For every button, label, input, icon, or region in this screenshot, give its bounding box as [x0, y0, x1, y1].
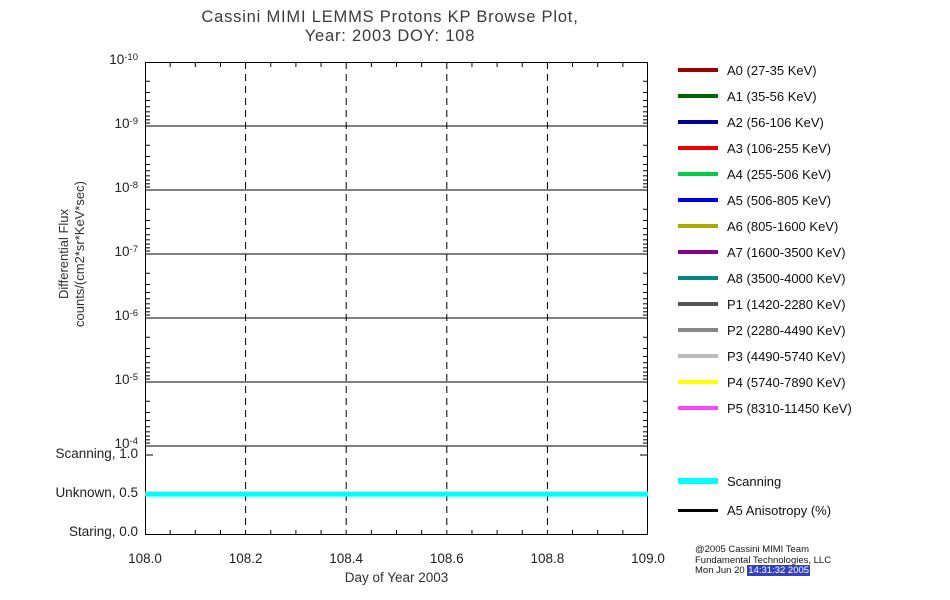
y-tick-label: 10-10	[80, 52, 138, 67]
y-tick-label: 10-5	[80, 372, 138, 387]
legend-item-anisotropy: A5 Anisotropy (%)	[678, 497, 831, 523]
status-label-scanning: Scanning, 1.0	[55, 446, 138, 461]
y-tick-exp: -7	[129, 244, 138, 255]
legend-item-p1: P1 (1420-2280 KeV)	[678, 291, 852, 317]
legend-item-a8: A8 (3500-4000 KeV)	[678, 265, 852, 291]
legend-label-a7: A7 (1600-3500 KeV)	[727, 244, 846, 260]
y-tick-exp: -8	[129, 180, 138, 191]
y-tick-base: 10	[114, 372, 130, 387]
legend-item-p4: P4 (5740-7890 KeV)	[678, 369, 852, 395]
x-tick-label: 109.0	[631, 551, 665, 566]
legend-label-a3: A3 (106-255 KeV)	[727, 140, 832, 156]
legend-item-a6: A6 (805-1600 KeV)	[678, 213, 852, 239]
legend-label-a1: A1 (35-56 KeV)	[727, 88, 817, 104]
legend-item-a4: A4 (255-506 KeV)	[678, 161, 852, 187]
legend-swatch-a4	[678, 172, 718, 176]
status-label-staring: Staring, 0.0	[68, 524, 138, 539]
y-tick-label: 10-8	[80, 180, 138, 195]
legend-item-scanning: Scanning	[678, 468, 831, 494]
chart-title-line1: Cassini MIMI LEMMS Protons KP Browse Plo…	[201, 8, 579, 26]
legend-swatch-a8	[678, 276, 718, 280]
legend-label-p1: P1 (1420-2280 KeV)	[727, 296, 846, 312]
legend-label-a0: A0 (27-35 KeV)	[727, 62, 817, 78]
legend-item-p2: P2 (2280-4490 KeV)	[678, 317, 852, 343]
legend-swatch-p3	[678, 354, 718, 358]
legend-item-a3: A3 (106-255 KeV)	[678, 135, 852, 161]
x-tick-label: 108.4	[329, 551, 364, 566]
legend-item-a5: A5 (506-805 KeV)	[678, 187, 852, 213]
legend-swatch-scanning	[678, 478, 718, 484]
legend-swatch-p5	[678, 406, 718, 410]
legend-item-p3: P3 (4490-5740 KeV)	[678, 343, 852, 369]
y-tick-base: 10	[114, 436, 130, 451]
plot-frame-and-gridlines	[145, 62, 648, 535]
credit-block: @2005 Cassini MIMI Team Fundamental Tech…	[695, 544, 832, 577]
status-tick-marks	[145, 454, 648, 495]
legend-label-a6: A6 (805-1600 KeV)	[727, 218, 839, 234]
legend-item-a1: A1 (35-56 KeV)	[678, 83, 852, 109]
credit-timestamp-highlight: 14:31:32 2005	[747, 565, 811, 576]
legend-label-a2: A2 (56-106 KeV)	[727, 114, 824, 130]
y-tick-exp: -5	[129, 372, 138, 383]
y-tick-base: 10	[114, 308, 130, 323]
minor-tick-marks	[145, 62, 648, 535]
x-tick-label: 108.8	[530, 551, 565, 566]
credit-line1: @2005 Cassini MIMI Team	[695, 544, 810, 555]
legend-swatch-a2	[678, 120, 718, 124]
legend-swatch-a6	[678, 224, 718, 228]
y-tick-exp: -6	[129, 308, 138, 319]
legend-swatch-p2	[678, 328, 718, 332]
legend-label-p3: P3 (4490-5740 KeV)	[727, 348, 846, 364]
credit-line3: Mon Jun 20 14:31:32 2005	[695, 565, 831, 577]
y-tick-exp: -9	[129, 116, 138, 127]
y-tick-base: 10	[114, 244, 130, 259]
legend-item-a0: A0 (27-35 KeV)	[678, 57, 852, 83]
legend-swatch-p1	[678, 302, 718, 306]
legend-swatch-a5	[678, 198, 718, 202]
legend-swatch-a7	[678, 250, 718, 254]
credit-line2: Fundamental Technologies, LLC	[695, 554, 832, 566]
y-tick-base: 10	[109, 52, 125, 67]
y-axis-title-line1: Differential Flux	[56, 208, 71, 300]
dashed-vertical-gridlines	[245, 62, 548, 535]
chart-title-line2: Year: 2003 DOY: 108	[304, 27, 476, 45]
legend-item-a7: A7 (1600-3500 KeV)	[678, 239, 852, 265]
y-tick-exp: -4	[129, 436, 138, 447]
legend-swatch-anisotropy	[678, 508, 718, 512]
y-tick-label: 10-9	[80, 116, 138, 131]
x-axis-title: Day of Year 2003	[344, 570, 449, 585]
x-tick-label: 108.0	[128, 551, 162, 566]
y-tick-label: 10-7	[80, 244, 138, 259]
status-label-unknown: Unknown, 0.5	[55, 485, 138, 500]
status-legend: Scanning A5 Anisotropy (%)	[678, 468, 831, 523]
legend-label-anisotropy: A5 Anisotropy (%)	[727, 502, 832, 518]
chart-title: Cassini MIMI LEMMS Protons KP Browse Plo…	[100, 8, 680, 46]
y-tick-label: 10-6	[80, 308, 138, 323]
legend-label-a4: A4 (255-506 KeV)	[727, 166, 832, 182]
legend-item-a2: A2 (56-106 KeV)	[678, 109, 852, 135]
legend-label-a8: A8 (3500-4000 KeV)	[727, 270, 846, 286]
legend-label-p5: P5 (8310-11450 KeV)	[727, 400, 852, 416]
y-tick-exp: -10	[124, 52, 138, 63]
plot-area	[145, 62, 648, 535]
y-tick-base: 10	[114, 116, 130, 131]
legend-label-a5: A5 (506-805 KeV)	[727, 192, 832, 208]
legend-swatch-a3	[678, 146, 718, 150]
x-tick-label: 108.6	[429, 551, 464, 566]
legend-item-p5: P5 (8310-11450 KeV)	[678, 395, 852, 421]
y-tick-label: 10-4	[80, 436, 138, 451]
legend-swatch-a1	[678, 94, 718, 98]
legend-label-p4: P4 (5740-7890 KeV)	[727, 374, 846, 390]
x-tick-label: 108.2	[228, 551, 263, 566]
credit-timestamp-prefix: Mon Jun 20	[695, 565, 748, 576]
channel-legend: A0 (27-35 KeV) A1 (35-56 KeV) A2 (56-106…	[678, 57, 852, 421]
legend-swatch-p4	[678, 380, 718, 384]
legend-label-p2: P2 (2280-4490 KeV)	[727, 322, 846, 338]
legend-swatch-a0	[678, 68, 718, 72]
y-tick-base: 10	[114, 180, 130, 195]
legend-label-scanning: Scanning	[727, 473, 782, 489]
